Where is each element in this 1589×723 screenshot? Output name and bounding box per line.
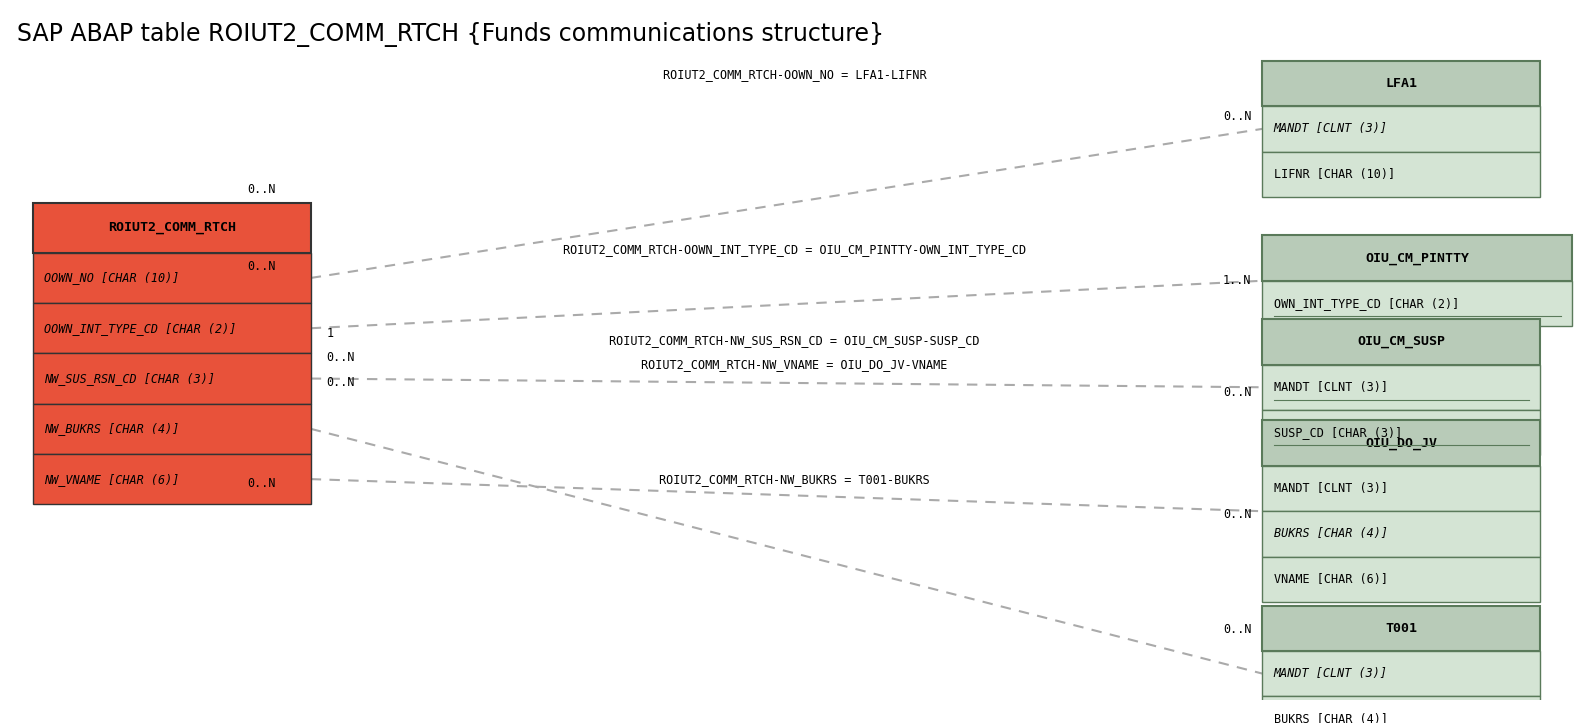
Text: 0..N: 0..N: [327, 375, 354, 388]
Text: LFA1: LFA1: [1386, 77, 1417, 90]
Text: BUKRS [CHAR (4)]: BUKRS [CHAR (4)]: [1273, 712, 1387, 723]
Text: MANDT [CLNT (3)]: MANDT [CLNT (3)]: [1273, 122, 1387, 135]
Text: SAP ABAP table ROIUT2_COMM_RTCH {Funds communications structure}: SAP ABAP table ROIUT2_COMM_RTCH {Funds c…: [17, 22, 885, 47]
Text: ROIUT2_COMM_RTCH-NW_VNAME = OIU_DO_JV-VNAME: ROIUT2_COMM_RTCH-NW_VNAME = OIU_DO_JV-VN…: [642, 358, 947, 371]
FancyBboxPatch shape: [1262, 410, 1540, 455]
Text: SUSP_CD [CHAR (3)]: SUSP_CD [CHAR (3)]: [1273, 426, 1401, 439]
Text: OOWN_NO [CHAR (10)]: OOWN_NO [CHAR (10)]: [44, 271, 180, 284]
FancyBboxPatch shape: [33, 354, 311, 403]
FancyBboxPatch shape: [1262, 319, 1540, 364]
FancyBboxPatch shape: [1262, 152, 1540, 197]
Text: 0..N: 0..N: [327, 351, 354, 364]
Text: 1..N: 1..N: [1224, 274, 1251, 287]
Text: 0..N: 0..N: [1224, 386, 1251, 399]
FancyBboxPatch shape: [1262, 236, 1572, 281]
FancyBboxPatch shape: [1262, 696, 1540, 723]
Text: ROIUT2_COMM_RTCH-OOWN_INT_TYPE_CD = OIU_CM_PINTTY-OWN_INT_TYPE_CD: ROIUT2_COMM_RTCH-OOWN_INT_TYPE_CD = OIU_…: [563, 243, 1026, 256]
FancyBboxPatch shape: [33, 253, 311, 303]
Text: 1: 1: [327, 327, 334, 340]
Text: 0..N: 0..N: [248, 184, 276, 197]
Text: NW_VNAME [CHAR (6)]: NW_VNAME [CHAR (6)]: [44, 473, 180, 486]
Text: 0..N: 0..N: [248, 260, 276, 273]
Text: MANDT [CLNT (3)]: MANDT [CLNT (3)]: [1273, 482, 1387, 495]
FancyBboxPatch shape: [33, 403, 311, 454]
FancyBboxPatch shape: [33, 303, 311, 354]
FancyBboxPatch shape: [1262, 421, 1540, 466]
Text: MANDT [CLNT (3)]: MANDT [CLNT (3)]: [1273, 381, 1387, 394]
FancyBboxPatch shape: [1262, 106, 1540, 152]
Text: LIFNR [CHAR (10)]: LIFNR [CHAR (10)]: [1273, 168, 1395, 181]
Text: T001: T001: [1386, 622, 1417, 635]
Text: NW_SUS_RSN_CD [CHAR (3)]: NW_SUS_RSN_CD [CHAR (3)]: [44, 372, 215, 385]
Text: OIU_CM_SUSP: OIU_CM_SUSP: [1357, 335, 1446, 348]
Text: 0..N: 0..N: [1224, 508, 1251, 521]
Text: 0..N: 0..N: [1224, 110, 1251, 123]
Text: ROIUT2_COMM_RTCH-NW_BUKRS = T001-BUKRS: ROIUT2_COMM_RTCH-NW_BUKRS = T001-BUKRS: [659, 474, 930, 487]
Text: OIU_DO_JV: OIU_DO_JV: [1365, 437, 1436, 450]
Text: ROIUT2_COMM_RTCH: ROIUT2_COMM_RTCH: [108, 221, 235, 234]
FancyBboxPatch shape: [1262, 364, 1540, 410]
Text: NW_BUKRS [CHAR (4)]: NW_BUKRS [CHAR (4)]: [44, 422, 180, 435]
Text: ROIUT2_COMM_RTCH-NW_SUS_RSN_CD = OIU_CM_SUSP-SUSP_CD: ROIUT2_COMM_RTCH-NW_SUS_RSN_CD = OIU_CM_…: [609, 333, 980, 346]
FancyBboxPatch shape: [33, 454, 311, 504]
Text: 0..N: 0..N: [1224, 623, 1251, 636]
Text: OWN_INT_TYPE_CD [CHAR (2)]: OWN_INT_TYPE_CD [CHAR (2)]: [1273, 297, 1459, 310]
FancyBboxPatch shape: [33, 202, 311, 253]
FancyBboxPatch shape: [1262, 557, 1540, 602]
FancyBboxPatch shape: [1262, 511, 1540, 557]
FancyBboxPatch shape: [1262, 281, 1572, 326]
Text: VNAME [CHAR (6)]: VNAME [CHAR (6)]: [1273, 573, 1387, 586]
Text: ROIUT2_COMM_RTCH-OOWN_NO = LFA1-LIFNR: ROIUT2_COMM_RTCH-OOWN_NO = LFA1-LIFNR: [663, 68, 926, 81]
Text: OIU_CM_PINTTY: OIU_CM_PINTTY: [1365, 252, 1470, 265]
FancyBboxPatch shape: [1262, 651, 1540, 696]
Text: 0..N: 0..N: [248, 476, 276, 489]
FancyBboxPatch shape: [1262, 61, 1540, 106]
Text: MANDT [CLNT (3)]: MANDT [CLNT (3)]: [1273, 667, 1387, 680]
Text: OOWN_INT_TYPE_CD [CHAR (2)]: OOWN_INT_TYPE_CD [CHAR (2)]: [44, 322, 237, 335]
FancyBboxPatch shape: [1262, 466, 1540, 511]
FancyBboxPatch shape: [1262, 606, 1540, 651]
Text: BUKRS [CHAR (4)]: BUKRS [CHAR (4)]: [1273, 528, 1387, 540]
